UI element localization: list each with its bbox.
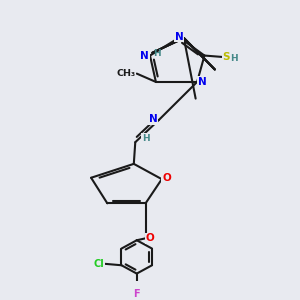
Text: S: S [223, 52, 230, 62]
Text: H: H [142, 134, 149, 142]
Text: N: N [140, 50, 149, 61]
Text: O: O [146, 233, 155, 243]
Text: N: N [148, 114, 157, 124]
Text: F: F [134, 289, 140, 298]
Text: N: N [175, 32, 184, 42]
Text: N: N [198, 77, 207, 87]
Text: CH₃: CH₃ [117, 68, 136, 77]
Text: H: H [230, 53, 238, 62]
Text: H: H [154, 49, 161, 58]
Text: O: O [162, 173, 171, 183]
Text: Cl: Cl [94, 259, 104, 269]
